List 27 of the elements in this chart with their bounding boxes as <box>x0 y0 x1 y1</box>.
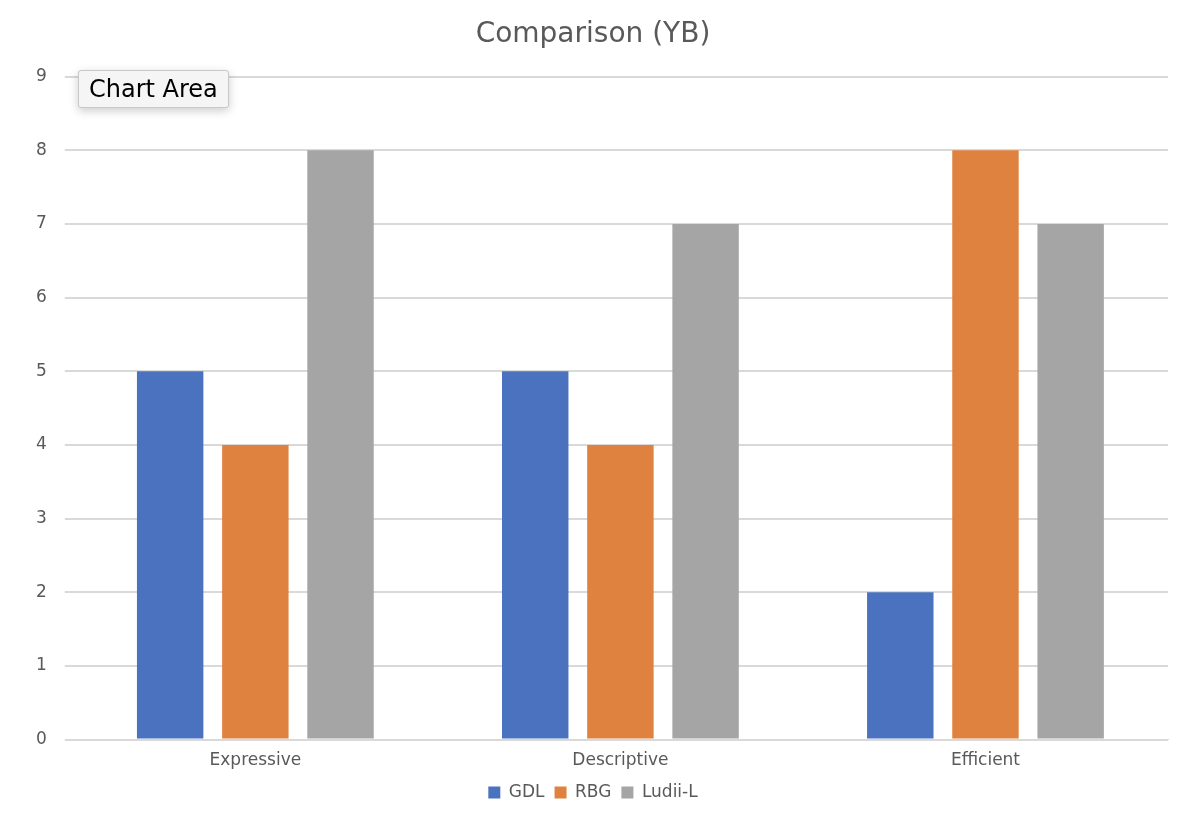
y-tick-label: 2 <box>35 580 47 601</box>
y-tick-label: 4 <box>35 433 47 454</box>
x-tick-label: Descriptive <box>572 749 669 770</box>
bar <box>307 150 374 739</box>
bar <box>502 371 569 739</box>
x-tick-label: Expressive <box>209 749 302 770</box>
annotation: Chart Area <box>78 70 229 108</box>
bar <box>587 444 654 739</box>
bar <box>136 371 204 739</box>
y-tick-label: 5 <box>35 359 47 380</box>
y-tick-label: 0 <box>35 728 47 749</box>
y-tick-label: 3 <box>35 507 47 528</box>
legend-label: RBG <box>575 780 612 801</box>
y-tick-label: 6 <box>35 286 47 307</box>
bar <box>222 444 289 739</box>
bar <box>1037 223 1104 739</box>
y-tick-label: 8 <box>35 138 47 159</box>
bar <box>867 592 934 739</box>
y-tick-label: 7 <box>35 212 47 233</box>
bar <box>952 150 1019 739</box>
x-tick-label: Efficient <box>950 749 1021 770</box>
legend-label: GDL <box>508 780 546 801</box>
y-tick-label: 9 <box>35 65 47 86</box>
bar <box>672 223 739 739</box>
chart-title: Comparison (YB) <box>475 16 711 50</box>
legend-label: Ludii-L <box>641 780 699 801</box>
y-tick-label: 1 <box>35 654 47 675</box>
